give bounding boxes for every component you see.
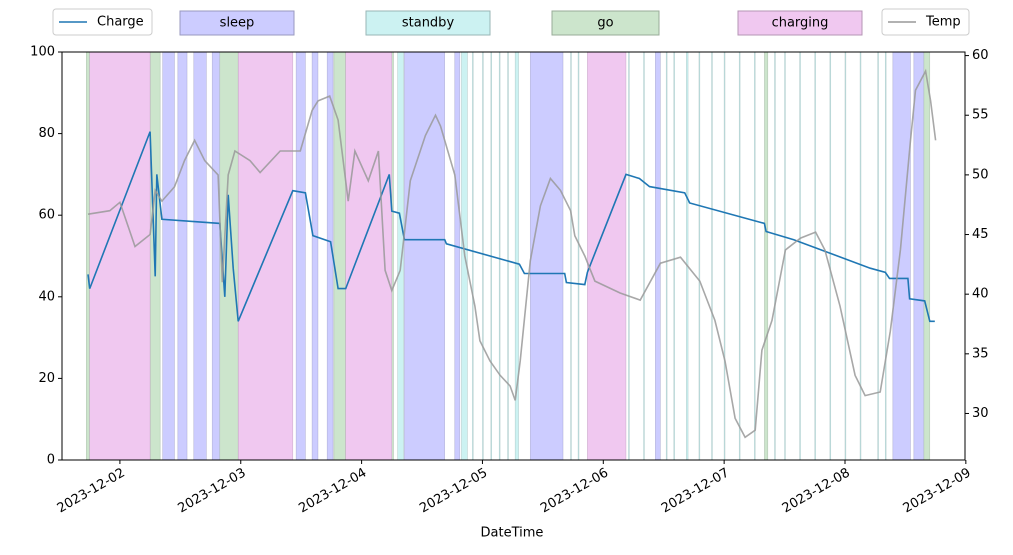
- mode-band: [723, 51, 726, 461]
- legend-label: Charge: [97, 15, 144, 30]
- mode-band: [498, 51, 501, 461]
- y-tick-label: 80: [38, 126, 55, 141]
- plot-frame: [61, 51, 966, 461]
- x-tick-label: 2023-12-04: [296, 466, 369, 517]
- y-tick-label: 60: [38, 208, 55, 223]
- mode-band: [454, 51, 461, 461]
- mode-band: [643, 51, 645, 461]
- mode-band: [892, 51, 911, 461]
- mode-band: [655, 51, 661, 461]
- y2-tick-label: 55: [972, 108, 989, 123]
- x-tick-label: 2023-12-09: [901, 466, 974, 517]
- series-line: [87, 131, 935, 323]
- x-tick-label: 2023-12-02: [55, 466, 128, 517]
- mode-band: [507, 51, 509, 461]
- legend-label: Temp: [925, 15, 961, 30]
- mode-band: [923, 51, 931, 461]
- legend-label: sleep: [220, 16, 255, 31]
- mode-band: [193, 51, 207, 461]
- mode-band: [877, 51, 879, 461]
- x-tick-label: 2023-12-05: [417, 466, 490, 517]
- legend-swatch: [179, 10, 295, 36]
- legend-swatch: [551, 10, 660, 36]
- mode-band: [829, 51, 832, 461]
- y-tick-label: 20: [38, 371, 55, 386]
- y2-tick-label: 40: [972, 287, 989, 302]
- mode-band: [774, 51, 776, 461]
- mode-band: [404, 51, 445, 461]
- legend-swatch: [365, 10, 491, 36]
- legend-frame: [881, 8, 970, 36]
- mode-band: [570, 51, 572, 461]
- mode-band: [162, 51, 175, 461]
- mode-band: [89, 51, 151, 461]
- y2-tick-label: 35: [972, 346, 989, 361]
- mode-band: [482, 51, 484, 461]
- legend-swatch: [737, 10, 863, 36]
- y-tick-label: 0: [47, 453, 55, 468]
- mode-band: [295, 51, 306, 461]
- mode-band: [884, 51, 887, 461]
- x-tick-label: 2023-12-03: [176, 466, 249, 517]
- mode-band: [844, 51, 847, 461]
- mode-band: [397, 51, 404, 461]
- mode-band: [673, 51, 675, 461]
- mode-band: [754, 51, 756, 461]
- legend-frame: [52, 8, 153, 36]
- mode-band: [814, 51, 816, 461]
- mode-band: [472, 51, 474, 461]
- legend-label: charging: [772, 16, 829, 31]
- mode-band: [764, 51, 769, 461]
- y2-tick-label: 50: [972, 167, 989, 182]
- series-line: [87, 68, 937, 439]
- y2-tick-label: 30: [972, 406, 989, 421]
- y2-tick-label: 60: [972, 48, 989, 63]
- y-tick-label: 100: [30, 45, 55, 60]
- mode-band: [686, 51, 689, 461]
- legend-label: go: [597, 16, 613, 31]
- x-tick-label: 2023-12-08: [780, 466, 853, 517]
- mode-band: [711, 51, 713, 461]
- mode-band: [311, 51, 319, 461]
- mode-band: [698, 51, 701, 461]
- x-tick-label: 2023-12-06: [538, 466, 611, 517]
- mode-band: [86, 51, 90, 461]
- mode-band: [859, 51, 862, 461]
- mode-band: [799, 51, 801, 461]
- mode-band: [665, 51, 668, 461]
- y2-tick-label: 45: [972, 227, 989, 242]
- mode-band: [177, 51, 188, 461]
- y-tick-label: 40: [38, 289, 55, 304]
- mode-band: [738, 51, 741, 461]
- legend-label: standby: [402, 16, 455, 31]
- x-axis-label: DateTime: [481, 526, 544, 541]
- mode-band: [628, 51, 630, 461]
- mode-band: [529, 51, 564, 461]
- x-tick-label: 2023-12-07: [659, 466, 732, 517]
- mode-band: [577, 51, 580, 461]
